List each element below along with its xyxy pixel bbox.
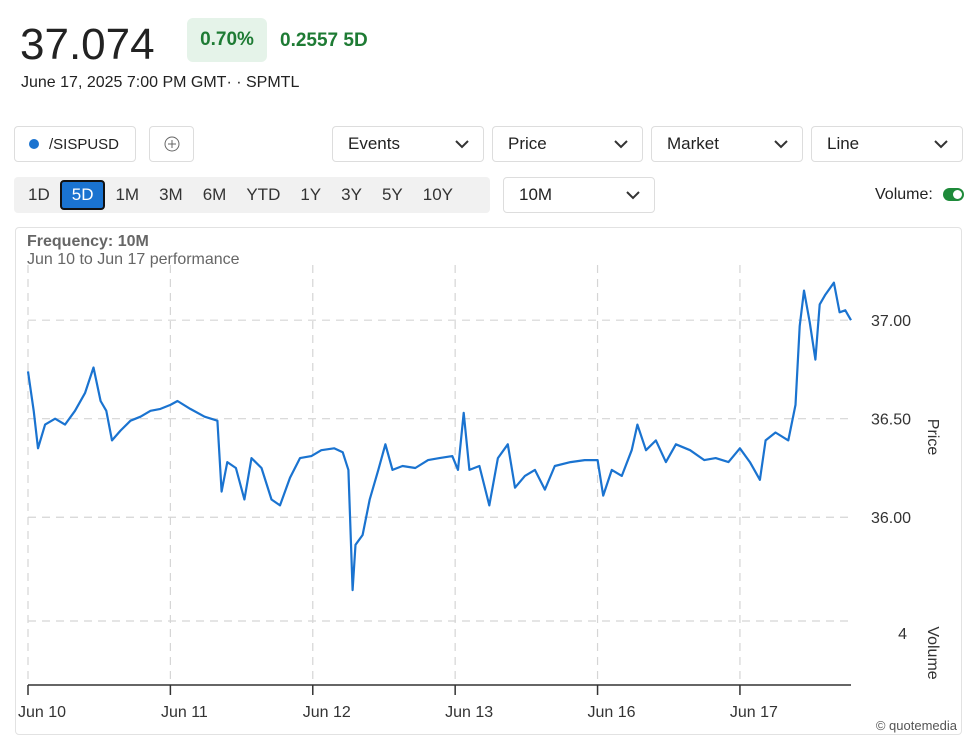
chart: Frequency: 10M Jun 10 to Jun 17 performa… — [18, 233, 958, 733]
range-button[interactable]: 5D — [59, 180, 106, 210]
y-tick-label: 37.00 — [871, 313, 911, 330]
events-dropdown[interactable]: Events — [332, 126, 484, 162]
last-price: 37.074 — [20, 20, 155, 69]
volume-toggle[interactable] — [943, 188, 964, 201]
chart-title: Frequency: 10M — [27, 233, 149, 250]
chevron — [774, 140, 788, 149]
symbol-label: /SISPUSD — [49, 135, 120, 153]
range-button[interactable]: 3M — [159, 185, 183, 204]
range-button[interactable]: 10Y — [422, 185, 453, 204]
x-tick-label: Jun 12 — [303, 704, 351, 721]
chevron — [614, 140, 628, 149]
chevron — [455, 140, 469, 149]
y-tick-label: 36.00 — [871, 510, 911, 527]
y2-axis-label: Volume — [924, 626, 941, 679]
chart-layer: Frequency: 10M Jun 10 to Jun 17 performa… — [18, 233, 958, 733]
range-button[interactable]: 3Y — [341, 185, 362, 204]
x-tick-label: Jun 11 — [161, 704, 208, 721]
price-line — [26, 281, 852, 592]
add-symbol-button[interactable] — [149, 126, 194, 162]
x-tick-label: Jun 10 — [18, 704, 66, 721]
credit: © quotemedia — [876, 718, 958, 733]
range-button[interactable]: 1M — [115, 185, 140, 204]
y2-tick-label: 4 — [898, 626, 907, 643]
frequency-dropdown[interactable]: 10M — [503, 177, 655, 213]
chevron — [626, 191, 640, 200]
timestamp: June 17, 2025 7:00 PM GMT· · SPMTL — [21, 74, 300, 91]
chart-subtitle: Jun 10 to Jun 17 performance — [27, 251, 240, 268]
chart-panel — [15, 227, 962, 735]
x-tick-label: Jun 16 — [588, 704, 636, 721]
symbol-chip[interactable]: /SISPUSD — [14, 126, 136, 162]
toggle-knob — [953, 190, 962, 199]
x-tick-label: Jun 13 — [445, 704, 493, 721]
market-label: Market — [667, 134, 719, 153]
events-label: Events — [348, 134, 400, 153]
y-axis-label: Price — [924, 419, 941, 456]
chart-type-dropdown[interactable]: Line — [811, 126, 963, 162]
range-button[interactable]: YTD — [246, 185, 281, 204]
range-button[interactable]: 6M — [202, 185, 227, 204]
price-label: Price — [508, 134, 547, 153]
frequency-label: 10M — [519, 185, 553, 204]
change-percent-badge: 0.70% — [187, 18, 267, 62]
volume-toggle-label: Volume: — [875, 186, 933, 203]
chart-type-label: Line — [827, 134, 860, 153]
range-button[interactable]: 5Y — [381, 185, 403, 204]
y-tick-label: 36.50 — [871, 412, 911, 429]
range-button[interactable]: 1D — [28, 185, 50, 204]
x-tick-label: Jun 17 — [730, 704, 778, 721]
change-value: 0.2557 5D — [280, 30, 368, 51]
market-dropdown[interactable]: Market — [651, 126, 803, 162]
chevron — [934, 140, 948, 149]
range-button[interactable]: 1Y — [300, 185, 322, 204]
plus-icon — [164, 136, 179, 152]
price-dropdown[interactable]: Price — [492, 126, 643, 162]
range-selector: 1D 5D 1M 3M 6M YTD 1Y 3Y 5Y 10Y — [14, 177, 490, 213]
symbol-dot — [29, 139, 39, 149]
